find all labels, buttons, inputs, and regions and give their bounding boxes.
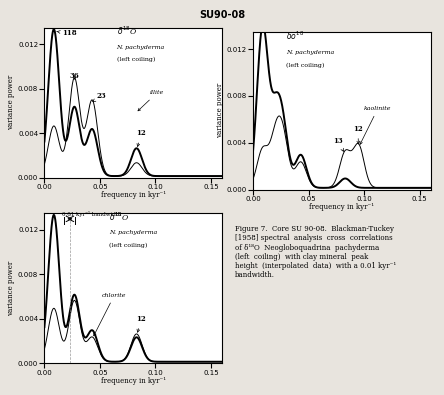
Text: 118: 118 xyxy=(57,30,77,38)
X-axis label: frequency in kyr⁻¹: frequency in kyr⁻¹ xyxy=(101,192,166,199)
Text: 12: 12 xyxy=(353,125,363,144)
Text: kaolinite: kaolinite xyxy=(360,106,392,144)
Text: N. pachyderma: N. pachyderma xyxy=(116,45,165,50)
Text: $\delta^{18}$O: $\delta^{18}$O xyxy=(109,211,129,223)
Text: (left coiling): (left coiling) xyxy=(109,243,147,248)
Text: 12: 12 xyxy=(137,315,146,332)
Text: SU90-08: SU90-08 xyxy=(199,10,245,20)
Text: $\delta^{18}$O: $\delta^{18}$O xyxy=(116,25,137,38)
Text: N. pachyderma: N. pachyderma xyxy=(109,230,157,235)
Text: illite: illite xyxy=(138,90,164,111)
Y-axis label: variance power: variance power xyxy=(7,75,15,130)
Text: 13: 13 xyxy=(333,137,344,151)
Y-axis label: variance power: variance power xyxy=(216,83,224,138)
Text: (left coiling): (left coiling) xyxy=(286,62,325,68)
Text: N. pachyderma: N. pachyderma xyxy=(286,50,335,55)
Text: Figure 7.  Core SU 90-08.  Blackman-Tuckey
[1958] spectral  analysis  cross  cor: Figure 7. Core SU 90-08. Blackman-Tuckey… xyxy=(235,225,396,279)
Text: 12: 12 xyxy=(137,130,146,147)
Text: (left coiling): (left coiling) xyxy=(116,57,155,62)
Text: chlorite: chlorite xyxy=(94,293,127,336)
X-axis label: frequency in kyr⁻¹: frequency in kyr⁻¹ xyxy=(101,377,166,385)
X-axis label: frequency in kyr⁻¹: frequency in kyr⁻¹ xyxy=(309,203,374,211)
Text: 23: 23 xyxy=(93,92,106,102)
Y-axis label: variance power: variance power xyxy=(7,261,15,316)
Text: 0.01 kyr⁻¹ bandwidth: 0.01 kyr⁻¹ bandwidth xyxy=(62,211,122,216)
Text: $\delta o^{18}$: $\delta o^{18}$ xyxy=(286,29,305,42)
Text: 36: 36 xyxy=(70,71,79,80)
